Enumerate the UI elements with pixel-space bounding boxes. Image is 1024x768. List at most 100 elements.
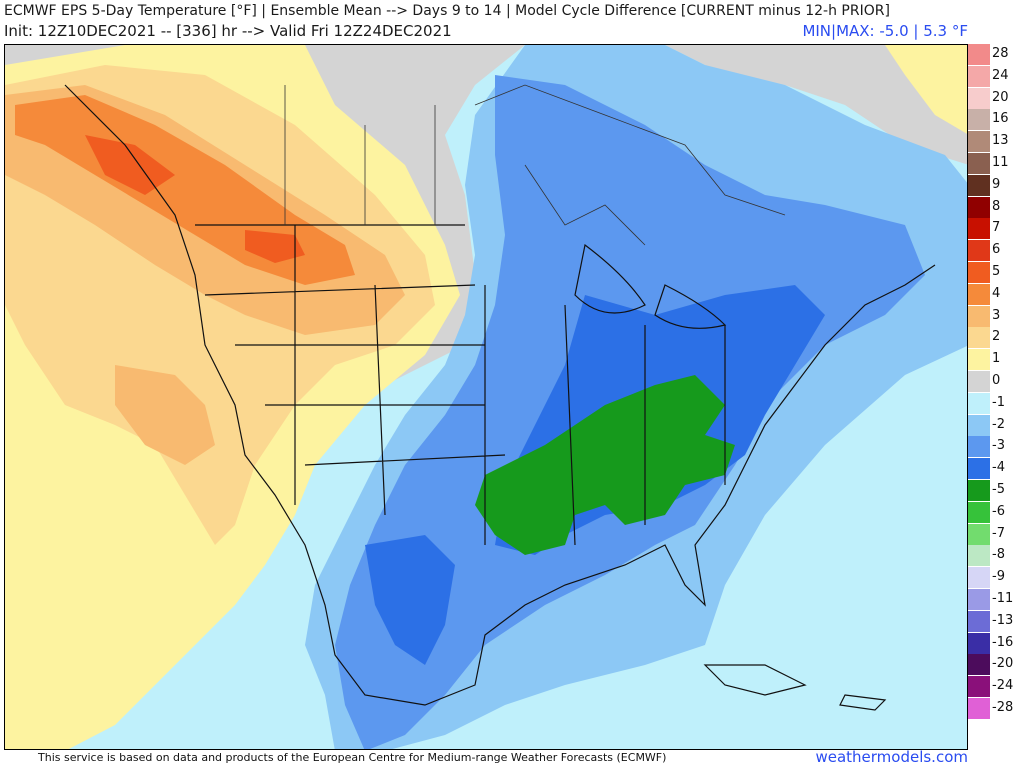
legend-swatch (968, 371, 990, 392)
legend-entry: 1 (968, 349, 1024, 371)
anomaly-plus1-ne (885, 45, 967, 134)
map-subtitle: Init: 12Z10DEC2021 -- [336] hr --> Valid… (4, 22, 452, 40)
legend-swatch (968, 196, 990, 218)
legend-label: 16 (992, 111, 1009, 127)
legend-entry: -5 (968, 480, 1024, 501)
legend-entry: 24 (968, 65, 1024, 87)
legend-entry: -24 (968, 676, 1024, 698)
legend-entry: -8 (968, 545, 1024, 567)
legend-swatch (968, 501, 990, 523)
legend-label: -13 (992, 612, 1014, 628)
legend-label: 4 (992, 285, 1001, 301)
legend-entry: -2 (968, 414, 1024, 436)
anomaly-plus5 (85, 135, 175, 195)
map-title: ECMWF EPS 5-Day Temperature [°F] | Ensem… (4, 3, 890, 19)
legend-entry: 9 (968, 174, 1024, 196)
legend-swatch (968, 218, 990, 240)
legend-entry: 20 (968, 87, 1024, 109)
legend-label: 11 (992, 155, 1009, 170)
legend-swatch (968, 109, 990, 131)
legend-entry: -7 (968, 523, 1024, 545)
coastline-borders (64, 84, 936, 711)
legend-swatch (968, 305, 990, 327)
legend-label: 28 (992, 46, 1009, 61)
legend-swatch (968, 480, 990, 501)
legend-swatch (968, 654, 990, 676)
legend-swatch (968, 65, 990, 87)
legend-swatch (968, 87, 990, 109)
legend-label: 0 (992, 373, 1001, 388)
legend-label: -4 (992, 460, 1005, 476)
legend-entry: 5 (968, 262, 1024, 283)
legend-swatch (968, 262, 990, 283)
legend-swatch (968, 44, 990, 65)
legend-label: 20 (992, 89, 1009, 105)
legend-label: 5 (992, 264, 1001, 279)
legend-swatch (968, 632, 990, 654)
anomaly-minus4-mexico (365, 535, 455, 665)
legend-label: -16 (992, 634, 1014, 650)
legend-label: -6 (992, 503, 1005, 519)
legend-label: -20 (992, 656, 1014, 672)
legend-swatch (968, 392, 990, 414)
legend-entry: -20 (968, 654, 1024, 676)
legend-swatch (968, 327, 990, 349)
legend-entry: -1 (968, 392, 1024, 414)
legend-swatch (968, 545, 990, 567)
legend-swatch (968, 414, 990, 436)
legend-swatch (968, 589, 990, 610)
legend-label: 8 (992, 198, 1001, 214)
legend-entry: 6 (968, 240, 1024, 262)
legend-swatch (968, 283, 990, 305)
legend-swatch (968, 131, 990, 153)
site-link[interactable]: weathermodels.com (815, 748, 968, 766)
temperature-anomaly-map[interactable] (4, 44, 968, 750)
legend-label: 24 (992, 67, 1009, 83)
legend-entry: -16 (968, 632, 1024, 654)
legend-label: -8 (992, 547, 1005, 563)
legend-swatch (968, 676, 990, 698)
legend-entry: 16 (968, 109, 1024, 131)
legend-entry: -3 (968, 436, 1024, 458)
legend-label: 13 (992, 133, 1009, 149)
legend-label: 6 (992, 242, 1001, 258)
legend-entry: 11 (968, 153, 1024, 174)
legend-label: -11 (992, 591, 1014, 606)
legend-label: 1 (992, 351, 1001, 367)
legend-label: -24 (992, 678, 1014, 694)
legend-label: 2 (992, 329, 1001, 345)
legend-entry: 0 (968, 371, 1024, 392)
legend-entry: 2 (968, 327, 1024, 349)
legend-entry: 4 (968, 283, 1024, 305)
legend-entry: -13 (968, 610, 1024, 632)
min-max-readout: MIN|MAX: -5.0 | 5.3 °F (802, 22, 968, 40)
legend-swatch (968, 523, 990, 545)
anomaly-plus5-mt (245, 230, 305, 263)
legend-entry: 28 (968, 44, 1024, 65)
legend-entry: -6 (968, 501, 1024, 523)
legend-swatch (968, 698, 990, 719)
color-scale-legend: 28 24 20 16 13 11 9 8 7 6 5 4 3 2 1 0 -1 -2 -3 -4 -5 -6 -7 -8 -9… (968, 44, 1024, 727)
legend-swatch (968, 567, 990, 589)
legend-label: -1 (992, 394, 1005, 410)
legend-swatch (968, 153, 990, 174)
legend-swatch (968, 458, 990, 480)
legend-entry: 8 (968, 196, 1024, 218)
anomaly-plus3-sw (115, 365, 215, 465)
legend-swatch (968, 174, 990, 196)
legend-entry: 3 (968, 305, 1024, 327)
legend-label: 9 (992, 176, 1001, 192)
legend-entry: 7 (968, 218, 1024, 240)
legend-label: -28 (992, 700, 1014, 715)
legend-label: 7 (992, 220, 1001, 236)
legend-label: -9 (992, 569, 1005, 585)
legend-swatch (968, 436, 990, 458)
legend-label: -5 (992, 482, 1005, 497)
legend-label: -3 (992, 438, 1005, 454)
legend-entry: -28 (968, 698, 1024, 719)
attribution-text: This service is based on data and produc… (38, 751, 667, 764)
legend-entry: 13 (968, 131, 1024, 153)
legend-entry: -11 (968, 589, 1024, 610)
legend-label: -7 (992, 525, 1005, 541)
legend-entry: -4 (968, 458, 1024, 480)
